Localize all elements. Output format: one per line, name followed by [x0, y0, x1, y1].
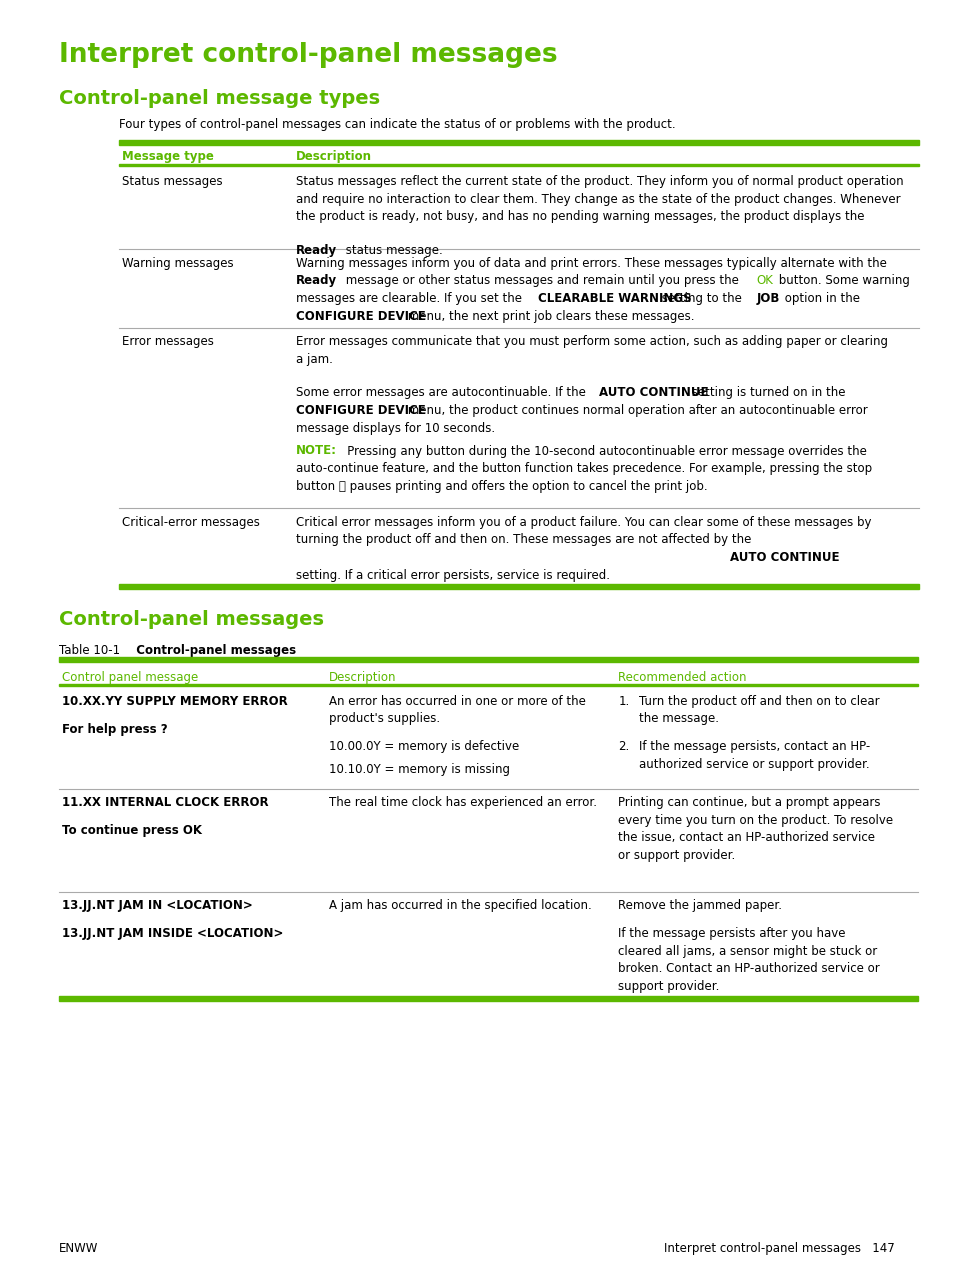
- Bar: [119, 584, 918, 589]
- Text: auto-continue feature, and the button function takes precedence. For example, pr: auto-continue feature, and the button fu…: [295, 462, 871, 475]
- Text: CONFIGURE DEVICE: CONFIGURE DEVICE: [295, 310, 425, 323]
- Text: If the message persists, contact an HP-
authorized service or support provider.: If the message persists, contact an HP- …: [639, 740, 869, 771]
- Text: Control-panel message types: Control-panel message types: [59, 89, 380, 108]
- Text: Table 10-1: Table 10-1: [59, 644, 120, 657]
- Text: Some error messages are autocontinuable. If the: Some error messages are autocontinuable.…: [295, 386, 589, 399]
- Text: Remove the jammed paper.: Remove the jammed paper.: [618, 899, 781, 912]
- Text: message or other status messages and remain until you press the: message or other status messages and rem…: [341, 274, 741, 287]
- Text: setting to the: setting to the: [658, 292, 745, 305]
- Text: messages are clearable. If you set the: messages are clearable. If you set the: [295, 292, 525, 305]
- Text: Warning messages: Warning messages: [122, 257, 233, 269]
- Text: If the message persists after you have
cleared all jams, a sensor might be stuck: If the message persists after you have c…: [618, 927, 879, 993]
- Text: setting. If a critical error persists, service is required.: setting. If a critical error persists, s…: [295, 569, 609, 582]
- Text: JOB: JOB: [756, 292, 780, 305]
- Text: Recommended action: Recommended action: [618, 671, 746, 683]
- Text: NOTE:: NOTE:: [295, 444, 336, 457]
- Text: menu, the product continues normal operation after an autocontinuable error: menu, the product continues normal opera…: [404, 404, 867, 417]
- Text: Status messages reflect the current state of the product. They inform you of nor: Status messages reflect the current stat…: [295, 175, 902, 224]
- Text: Four types of control-panel messages can indicate the status of or problems with: Four types of control-panel messages can…: [119, 118, 675, 131]
- Text: 10.XX.YY SUPPLY MEMORY ERROR: 10.XX.YY SUPPLY MEMORY ERROR: [62, 695, 288, 707]
- Text: 1.: 1.: [618, 695, 629, 707]
- Text: Description: Description: [295, 150, 372, 163]
- Text: button ⓧ pauses printing and offers the option to cancel the print job.: button ⓧ pauses printing and offers the …: [295, 480, 706, 493]
- Bar: [59, 683, 917, 686]
- Text: Control-panel messages: Control-panel messages: [59, 610, 324, 629]
- Text: Ready: Ready: [295, 244, 336, 257]
- Text: status message.: status message.: [341, 244, 442, 257]
- Text: menu, the next print job clears these messages.: menu, the next print job clears these me…: [404, 310, 695, 323]
- Text: Interpret control-panel messages   147: Interpret control-panel messages 147: [663, 1242, 894, 1255]
- Text: Message type: Message type: [122, 150, 213, 163]
- Text: Critical-error messages: Critical-error messages: [122, 516, 260, 528]
- Text: 13.JJ.NT JAM IN <LOCATION>: 13.JJ.NT JAM IN <LOCATION>: [62, 899, 253, 912]
- Bar: [59, 996, 917, 1001]
- Text: 2.: 2.: [618, 740, 629, 753]
- Text: setting is turned on in the: setting is turned on in the: [687, 386, 844, 399]
- Text: Printing can continue, but a prompt appears
every time you turn on the product. : Printing can continue, but a prompt appe…: [618, 796, 892, 862]
- Text: To continue press OK: To continue press OK: [62, 824, 202, 837]
- Text: CLEARABLE WARNINGS: CLEARABLE WARNINGS: [537, 292, 691, 305]
- Bar: [119, 164, 918, 166]
- Text: 10.00.0Y = memory is defective: 10.00.0Y = memory is defective: [329, 740, 518, 753]
- Text: AUTO CONTINUE: AUTO CONTINUE: [598, 386, 708, 399]
- Text: Error messages communicate that you must perform some action, such as adding pap: Error messages communicate that you must…: [295, 335, 887, 366]
- Text: Warning messages inform you of data and print errors. These messages typically a: Warning messages inform you of data and …: [295, 257, 885, 269]
- Text: Status messages: Status messages: [122, 175, 222, 188]
- Text: An error has occurred in one or more of the
product's supplies.: An error has occurred in one or more of …: [329, 695, 585, 725]
- Text: 11.XX INTERNAL CLOCK ERROR: 11.XX INTERNAL CLOCK ERROR: [62, 796, 269, 809]
- Text: button. Some warning: button. Some warning: [774, 274, 908, 287]
- Text: Interpret control-panel messages: Interpret control-panel messages: [59, 42, 558, 67]
- Text: For help press ?: For help press ?: [62, 723, 168, 735]
- Text: AUTO CONTINUE: AUTO CONTINUE: [729, 551, 839, 564]
- Text: Turn the product off and then on to clear
the message.: Turn the product off and then on to clea…: [639, 695, 879, 725]
- Text: 10.10.0Y = memory is missing: 10.10.0Y = memory is missing: [329, 763, 510, 776]
- Text: Ready: Ready: [295, 274, 336, 287]
- Text: Control-panel messages: Control-panel messages: [128, 644, 295, 657]
- Bar: [119, 140, 918, 145]
- Text: 13.JJ.NT JAM INSIDE <LOCATION>: 13.JJ.NT JAM INSIDE <LOCATION>: [62, 927, 283, 940]
- Text: Critical error messages inform you of a product failure. You can clear some of t: Critical error messages inform you of a …: [295, 516, 870, 546]
- Text: Description: Description: [329, 671, 396, 683]
- Text: ENWW: ENWW: [59, 1242, 98, 1255]
- Text: message displays for 10 seconds.: message displays for 10 seconds.: [295, 422, 495, 434]
- Bar: [59, 657, 917, 662]
- Text: A jam has occurred in the specified location.: A jam has occurred in the specified loca…: [329, 899, 591, 912]
- Text: Pressing any button during the 10-second autocontinuable error message overrides: Pressing any button during the 10-second…: [335, 444, 865, 457]
- Text: The real time clock has experienced an error.: The real time clock has experienced an e…: [329, 796, 597, 809]
- Text: OK: OK: [756, 274, 773, 287]
- Text: CONFIGURE DEVICE: CONFIGURE DEVICE: [295, 404, 425, 417]
- Text: Error messages: Error messages: [122, 335, 213, 348]
- Text: option in the: option in the: [781, 292, 860, 305]
- Text: Control panel message: Control panel message: [62, 671, 198, 683]
